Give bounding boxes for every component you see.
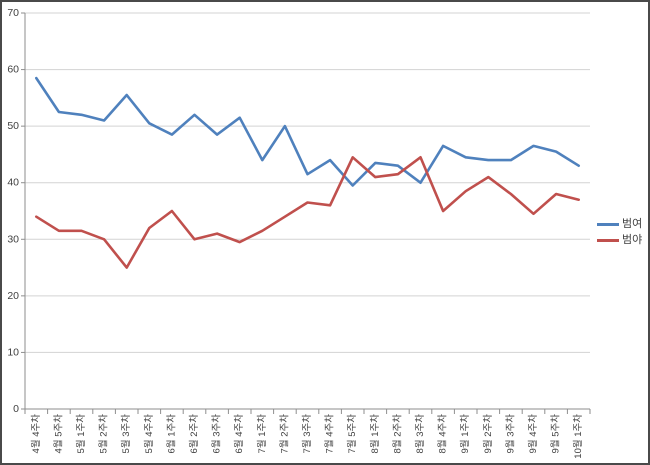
x-axis-label: 6월 3주차: [211, 414, 223, 454]
x-axis-label: 5월 1주차: [75, 414, 87, 454]
x-axis-label: 6월 4주차: [233, 414, 245, 454]
x-axis-label: 7월 2주차: [278, 414, 290, 454]
y-axis-label: 30: [7, 233, 19, 245]
x-axis-label: 10월 1주차: [572, 414, 584, 459]
x-axis-label: 6월 1주차: [165, 414, 177, 454]
x-axis-label: 8월 2주차: [391, 414, 403, 454]
x-axis-label: 9월 5주차: [550, 414, 562, 454]
legend-line-swatch-red: [597, 238, 619, 242]
chart-legend: 범여 범야: [597, 218, 642, 246]
x-axis-label: 7월 5주차: [346, 414, 358, 454]
legend-label: 범여: [622, 218, 643, 230]
x-axis-label: 9월 2주차: [482, 414, 494, 454]
x-axis-label: 5월 3주차: [120, 414, 132, 454]
x-axis-label: 7월 4주차: [324, 414, 336, 454]
series-line-1: [34, 156, 581, 269]
series-line-0: [34, 76, 581, 187]
legend-item-series-0: 범여: [597, 218, 642, 230]
legend-line-swatch-blue: [597, 222, 619, 226]
y-axis-label: 0: [13, 403, 19, 415]
x-axis-label: 5월 2주차: [98, 414, 110, 454]
x-axis-label: 8월 3주차: [414, 414, 426, 454]
legend-item-series-1: 범야: [597, 234, 642, 246]
y-axis-label: 50: [7, 120, 19, 132]
x-axis-label: 8월 4주차: [437, 414, 449, 454]
legend-label: 범야: [622, 234, 643, 246]
y-axis-label: 70: [7, 7, 19, 19]
x-axis-label: 7월 3주차: [301, 414, 313, 454]
x-axis-label: 9월 1주차: [459, 414, 471, 454]
x-axis-label: 4월 5주차: [52, 414, 64, 454]
y-axis-label: 20: [7, 290, 19, 302]
y-axis-label: 10: [7, 346, 19, 358]
x-axis-label: 7월 1주차: [256, 414, 268, 454]
y-axis-label: 60: [7, 64, 19, 76]
x-axis-label: 8월 1주차: [369, 414, 381, 454]
y-axis-label: 40: [7, 177, 19, 189]
x-axis-label: 4월 4주차: [30, 414, 42, 454]
x-axis-label: 6월 2주차: [188, 414, 200, 454]
x-axis-label: 9월 3주차: [504, 414, 516, 454]
x-axis-label: 9월 4주차: [527, 414, 539, 454]
x-axis-label: 5월 4주차: [143, 414, 155, 454]
